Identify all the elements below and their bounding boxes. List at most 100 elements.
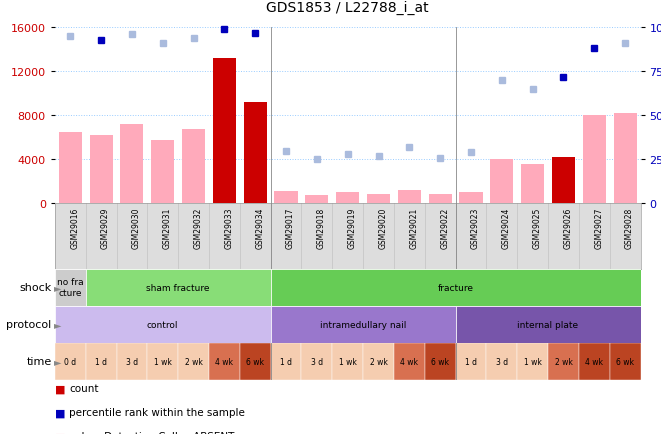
Text: shock: shock [19,283,52,293]
Bar [583,116,606,204]
Bar [398,191,421,204]
Text: ■: ■ [55,384,65,393]
Text: GSM29019: GSM29019 [348,207,357,249]
Text: GDS1853 / L22788_i_at: GDS1853 / L22788_i_at [266,1,429,15]
Bar [270,306,455,343]
Text: 4 wk: 4 wk [215,357,233,366]
Text: protocol: protocol [7,319,52,329]
Text: 1 d: 1 d [280,357,292,366]
Bar [116,343,147,380]
Text: GSM29032: GSM29032 [194,207,202,249]
Bar [486,343,517,380]
Bar [425,343,455,380]
Text: ■: ■ [55,431,65,434]
Bar [55,306,270,343]
Text: GSM29030: GSM29030 [132,207,141,249]
Bar [55,343,86,380]
Text: GSM29033: GSM29033 [224,207,233,249]
Bar [89,136,112,204]
Text: 2 wk: 2 wk [184,357,202,366]
Text: 2 wk: 2 wk [555,357,572,366]
Bar [151,140,175,204]
Text: GSM29034: GSM29034 [255,207,264,249]
Bar [336,193,359,204]
Text: value, Detection Call = ABSENT: value, Detection Call = ABSENT [69,431,235,434]
Text: GSM29025: GSM29025 [533,207,541,249]
Text: GSM29027: GSM29027 [594,207,603,249]
Bar [548,343,579,380]
Text: GSM29024: GSM29024 [502,207,511,249]
Text: time: time [26,356,52,366]
Text: GSM29017: GSM29017 [286,207,295,249]
Text: 6 wk: 6 wk [431,357,449,366]
Bar [579,343,609,380]
Text: 1 wk: 1 wk [154,357,172,366]
Bar [301,343,332,380]
Text: 1 wk: 1 wk [338,357,357,366]
Text: GSM29018: GSM29018 [317,207,326,248]
Bar [552,158,575,204]
Bar [367,194,390,204]
Bar [455,306,641,343]
Text: count: count [69,384,99,393]
Text: GSM29021: GSM29021 [409,207,418,248]
Text: internal plate: internal plate [518,320,578,329]
Text: ■: ■ [55,408,65,417]
Text: GSM29023: GSM29023 [471,207,480,249]
Bar [613,114,637,204]
Text: ►: ► [54,283,61,293]
Bar [147,343,178,380]
Bar [521,164,544,204]
Text: GSM29026: GSM29026 [563,207,572,249]
Bar [120,125,143,204]
Bar [274,192,297,204]
Text: 3 d: 3 d [311,357,323,366]
Bar [428,194,451,204]
Bar [270,269,641,306]
Bar [459,193,483,204]
Text: 6 wk: 6 wk [246,357,264,366]
Text: percentile rank within the sample: percentile rank within the sample [69,408,245,417]
Text: 2 wk: 2 wk [369,357,387,366]
Text: ►: ► [54,319,61,329]
Bar [55,269,86,306]
Text: 1 d: 1 d [95,357,107,366]
Bar [86,343,116,380]
Text: GSM29022: GSM29022 [440,207,449,248]
Text: ►: ► [54,356,61,366]
Bar [305,195,329,204]
Text: 3 d: 3 d [126,357,138,366]
Bar [178,343,209,380]
Text: GSM29029: GSM29029 [101,207,110,249]
Text: intramedullary nail: intramedullary nail [320,320,407,329]
Text: 4 wk: 4 wk [401,357,418,366]
Text: no fra
cture: no fra cture [57,278,83,297]
Bar [244,103,267,204]
Bar [213,59,236,204]
Text: 0 d: 0 d [64,357,76,366]
Bar [209,343,240,380]
Text: 1 wk: 1 wk [524,357,541,366]
Text: 3 d: 3 d [496,357,508,366]
Bar [490,160,514,204]
Bar [455,343,486,380]
Text: GSM29031: GSM29031 [163,207,172,249]
Bar [240,343,270,380]
Bar [609,343,641,380]
Text: GSM29016: GSM29016 [70,207,79,249]
Bar [59,132,82,204]
Text: control: control [147,320,178,329]
Bar [363,343,394,380]
Text: sham fracture: sham fracture [146,283,210,292]
Bar [86,269,270,306]
Text: 6 wk: 6 wk [616,357,634,366]
Bar [517,343,548,380]
Text: fracture: fracture [438,283,473,292]
Bar [182,129,205,204]
Bar [394,343,425,380]
Text: 4 wk: 4 wk [585,357,603,366]
Text: 1 d: 1 d [465,357,477,366]
Text: GSM29020: GSM29020 [379,207,387,249]
Bar [270,343,301,380]
Text: GSM29028: GSM29028 [625,207,634,248]
